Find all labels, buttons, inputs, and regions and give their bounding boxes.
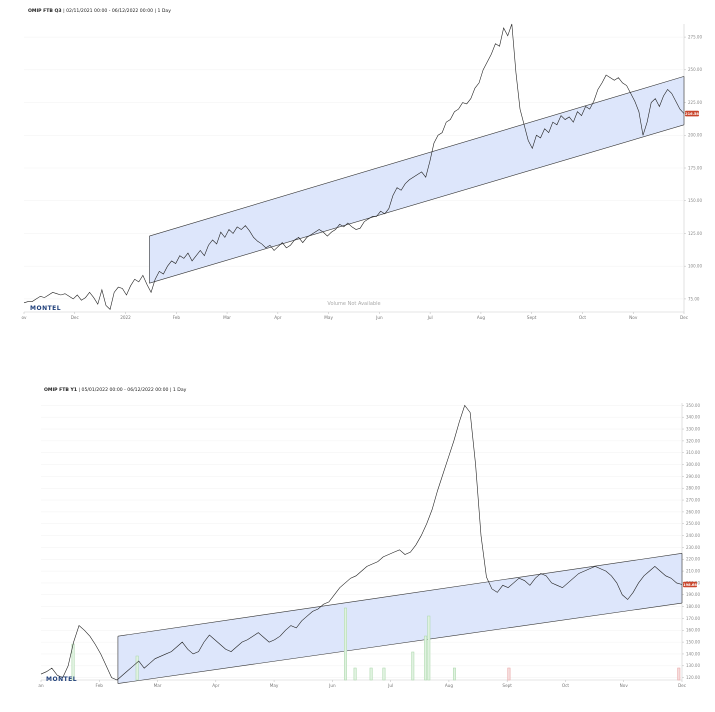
y-tick-label: 330.00: [686, 426, 700, 431]
trend-channel-fill: [117, 553, 683, 684]
volume-bar: [344, 607, 347, 681]
x-tick-label: Sept: [527, 315, 537, 320]
x-tick-label: Dec: [71, 315, 80, 320]
y-tick-label: 210.00: [686, 568, 700, 573]
y-tick-label: 120.00: [686, 675, 700, 680]
y-tick-label: 250.00: [688, 67, 702, 72]
y-tick-label: 310.00: [686, 450, 700, 455]
volume-not-available-note: Volume Not Available: [327, 301, 380, 307]
volume-bar: [382, 667, 386, 681]
x-tick-label: Aug: [477, 315, 486, 320]
y-tick-label: 150.00: [688, 198, 702, 203]
trend-channel-fill: [149, 76, 684, 284]
x-tick-label: Jun: [375, 315, 383, 320]
x-tick-label: Jul: [387, 683, 393, 688]
y-tick-label: 220.00: [686, 557, 700, 562]
trend-channel-upper-line: [117, 553, 683, 637]
y-tick-label: 260.00: [686, 509, 700, 514]
x-tick-label: May: [324, 315, 333, 320]
y-tick-label: 300.00: [686, 462, 700, 467]
volume-bar: [427, 615, 431, 681]
x-tick-label: Dec: [678, 683, 687, 688]
y-tick-label: 275.00: [688, 34, 702, 39]
y-tick-label: 340.00: [686, 415, 700, 420]
volume-bar: [353, 667, 357, 681]
y-tick-label: 160.00: [686, 628, 700, 633]
price-line: [23, 23, 685, 310]
x-tick-label: Jun: [328, 683, 336, 688]
volume-bar: [507, 667, 511, 681]
chart-q3: OMIP FTB Q3 | 02/11/2021 00:00 - 06/12/2…: [0, 0, 715, 330]
last-value-badge: [685, 110, 699, 117]
last-value-label: 216.58: [685, 112, 699, 116]
x-tick-label: Apr: [212, 683, 220, 688]
montel-logo: MONTEL: [46, 676, 77, 683]
y-tick-label: 170.00: [686, 616, 700, 621]
x-tick-label: Mar: [223, 315, 231, 320]
y-tick-label: 250.00: [686, 521, 700, 526]
y-tick-label: 175.00: [688, 165, 702, 170]
volume-bar: [135, 655, 139, 681]
x-tick-label: Nov: [620, 683, 629, 688]
x-tick-label: Nov: [629, 315, 638, 320]
x-tick-label: 2022: [120, 315, 131, 320]
x-tick-label: Mar: [154, 683, 162, 688]
last-value-label: 198.68: [683, 583, 697, 587]
x-tick-label: an: [38, 683, 44, 688]
y-tick-label: 180.00: [686, 604, 700, 609]
last-value-badge: [683, 581, 697, 588]
x-tick-label: Apr: [274, 315, 282, 320]
chart-y1-svg: 350.00 340.00 330.00 320.00 310.00 300.00 290.…: [38, 403, 700, 688]
volume-bar: [452, 667, 456, 681]
chart-q3-svg: 275.00 250.00 225.00 200.00 175.00 150.00 125.…: [21, 23, 702, 320]
volume-bar: [411, 651, 415, 681]
y-tick-label: 230.00: [686, 545, 700, 550]
x-tick-label: Oct: [579, 315, 587, 320]
y-tick-label: 140.00: [686, 651, 700, 656]
x-tick-label: Oct: [562, 683, 570, 688]
y-tick-label: 240.00: [686, 533, 700, 538]
chart-title: OMIP FTB Q3: [28, 9, 62, 14]
y-tick-label: 225.00: [688, 100, 702, 105]
y-tick-label: 270.00: [686, 497, 700, 502]
y-tick-label: 290.00: [686, 474, 700, 479]
x-tick-label: ov: [21, 315, 27, 320]
x-tick-label: Aug: [445, 683, 454, 688]
x-tick-label: Jul: [427, 315, 433, 320]
volume-bar: [424, 635, 428, 681]
volume-bar: [369, 667, 373, 681]
x-tick-label: Feb: [173, 315, 181, 320]
x-tick-label: Dec: [680, 315, 689, 320]
chart-title-row: OMIP FTB Q3 | 02/11/2021 00:00 - 06/12/2…: [28, 9, 171, 14]
y-tick-label: 350.00: [686, 403, 700, 408]
y-tick-label: 75.00: [688, 296, 700, 301]
chart-title-row: OMIP FTB Y1 | 05/01/2022 00:00 - 06/12/2…: [44, 388, 186, 393]
chart-y1: OMIP FTB Y1 | 05/01/2022 00:00 - 06/12/2…: [0, 378, 715, 712]
volume-bar: [677, 667, 681, 681]
trend-channel-lower-line: [149, 124, 685, 284]
y-tick-label: 200.00: [688, 133, 702, 138]
montel-logo: MONTEL: [30, 305, 61, 312]
x-tick-label: May: [270, 683, 279, 688]
x-tick-label: Feb: [96, 683, 104, 688]
price-line: [40, 404, 683, 681]
chart-title: OMIP FTB Y1: [44, 388, 78, 393]
trend-channel-upper-line: [149, 76, 685, 237]
y-tick-label: 150.00: [686, 640, 700, 645]
y-tick-label: 280.00: [686, 486, 700, 491]
y-tick-label: 130.00: [686, 663, 700, 668]
y-tick-label: 190.00: [686, 592, 700, 597]
y-tick-label: 320.00: [686, 438, 700, 443]
y-tick-label: 100.00: [688, 264, 702, 269]
y-tick-label: 125.00: [688, 231, 702, 236]
chart-subtitle: | 02/11/2021 00:00 - 06/12/2022 00:00 | …: [63, 9, 171, 14]
chart-subtitle: | 05/01/2022 00:00 - 06/12/2022 00:00 | …: [78, 388, 187, 393]
x-tick-label: Sept: [502, 683, 512, 688]
trend-channel-lower-line: [117, 602, 683, 684]
